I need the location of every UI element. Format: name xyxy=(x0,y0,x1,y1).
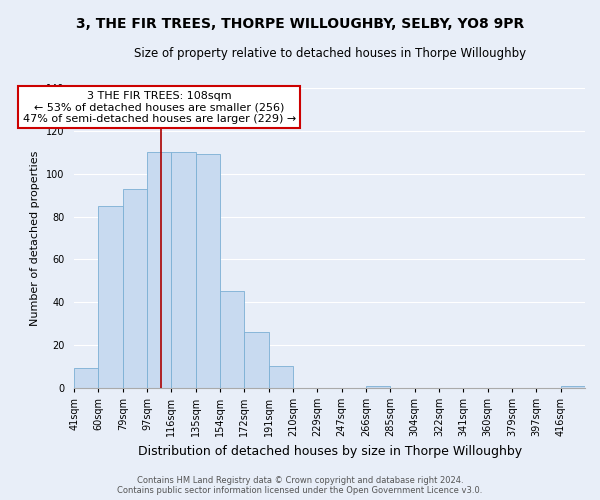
Text: 3 THE FIR TREES: 108sqm
← 53% of detached houses are smaller (256)
47% of semi-d: 3 THE FIR TREES: 108sqm ← 53% of detache… xyxy=(23,90,296,124)
Bar xyxy=(220,292,244,388)
Bar xyxy=(244,332,269,388)
Bar xyxy=(172,152,196,388)
Bar xyxy=(147,152,172,388)
Bar xyxy=(269,366,293,388)
Title: Size of property relative to detached houses in Thorpe Willoughby: Size of property relative to detached ho… xyxy=(133,48,526,60)
X-axis label: Distribution of detached houses by size in Thorpe Willoughby: Distribution of detached houses by size … xyxy=(137,444,521,458)
Bar xyxy=(560,386,585,388)
Bar xyxy=(74,368,98,388)
Bar xyxy=(196,154,220,388)
Text: 3, THE FIR TREES, THORPE WILLOUGHBY, SELBY, YO8 9PR: 3, THE FIR TREES, THORPE WILLOUGHBY, SEL… xyxy=(76,18,524,32)
Y-axis label: Number of detached properties: Number of detached properties xyxy=(31,150,40,326)
Bar xyxy=(123,188,147,388)
Bar xyxy=(98,206,123,388)
Bar xyxy=(366,386,391,388)
Text: Contains HM Land Registry data © Crown copyright and database right 2024.
Contai: Contains HM Land Registry data © Crown c… xyxy=(118,476,482,495)
